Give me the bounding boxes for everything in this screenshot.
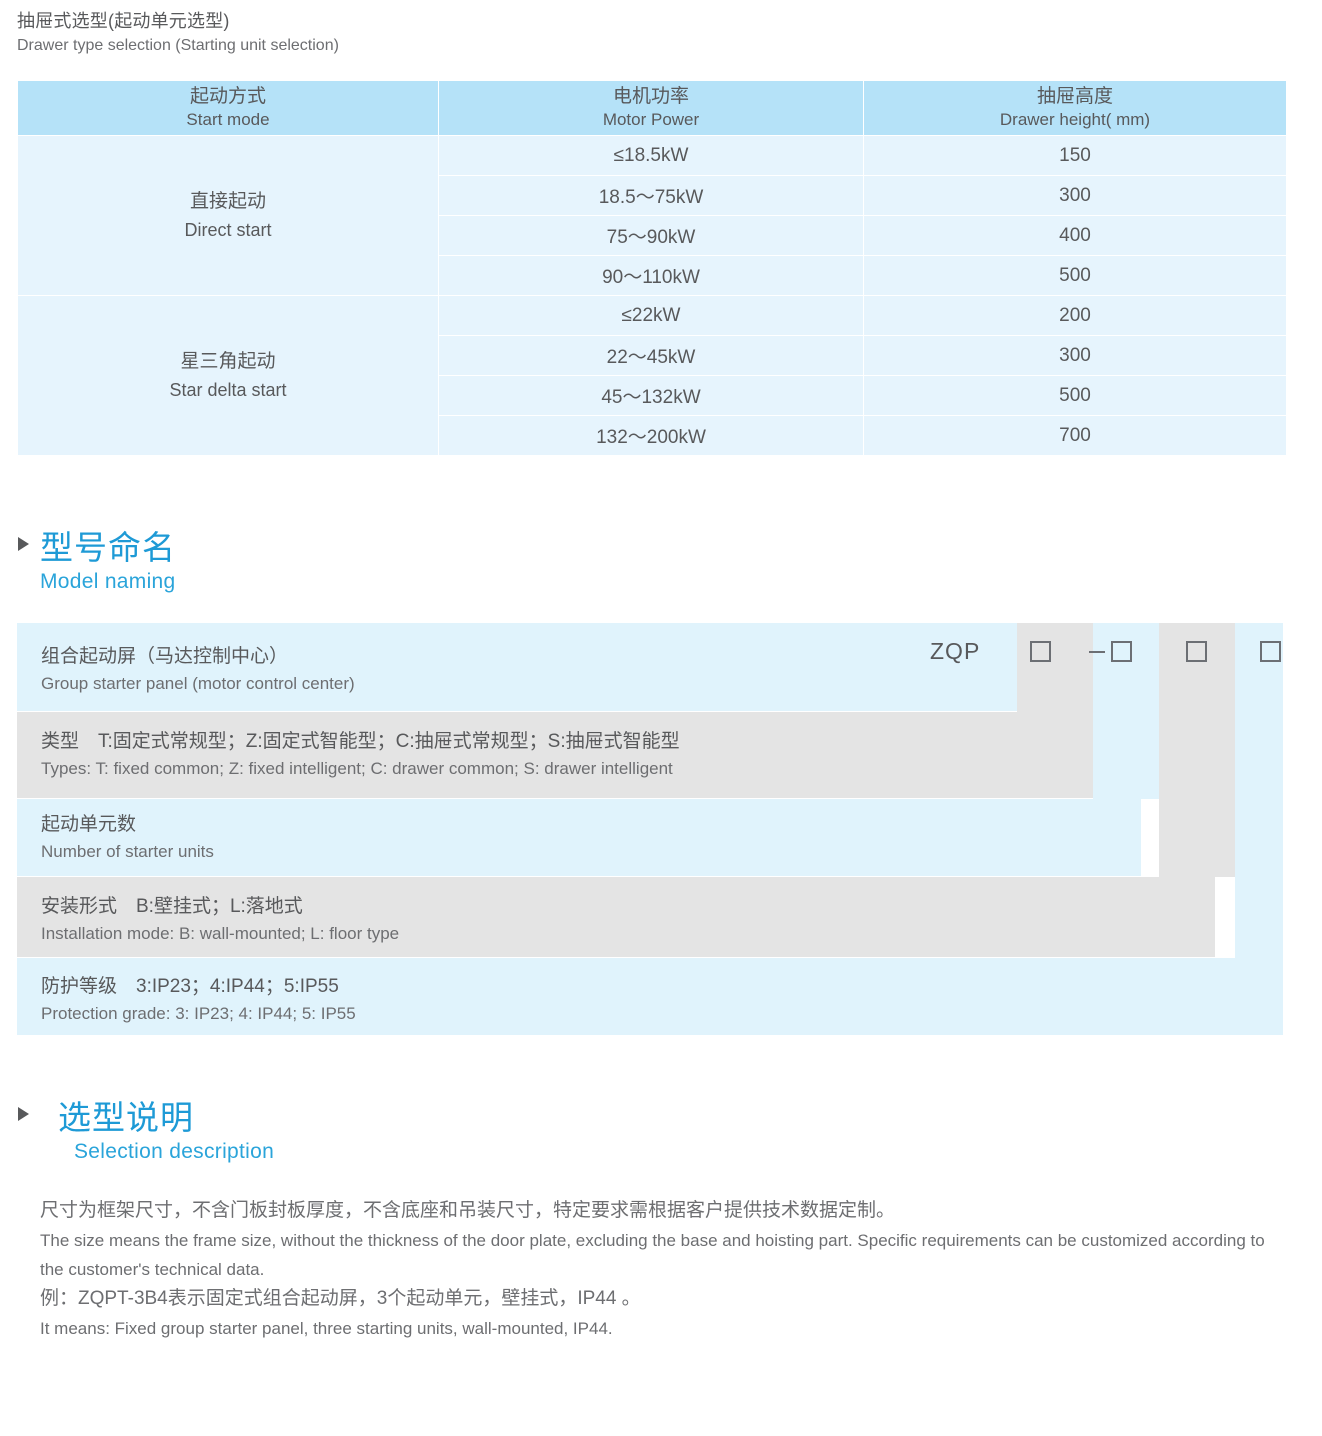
cell-motor-power: 18.5～75kW (439, 176, 863, 215)
model-naming-diagram: ZQP 组合起动屏（马达控制中心） Group starter panel (m… (17, 623, 1283, 1035)
group-label-cn: 直接起动 (189, 190, 266, 212)
naming-item-cn: 组合起动屏（马达控制中心） (41, 646, 289, 667)
table-row: 直接起动 Direct start ≤18.5kW 150 (18, 136, 1286, 295)
model-code-box-4 (1260, 641, 1281, 662)
table-row: 22～45kW 300 (18, 336, 1286, 375)
naming-column-band-5 (1235, 623, 1283, 958)
cell-drawer-height: 700 (864, 416, 1286, 455)
cell-motor-power: ≤22kW (439, 296, 863, 335)
table-header-drawer-height: 抽屉高度 Drawer height( mm) (864, 81, 1286, 135)
naming-item-en: Installation mode: B: wall-mounted; L: f… (41, 924, 400, 943)
header-cn: 抽屉高度 (1036, 86, 1113, 107)
cell-drawer-height: 150 (864, 136, 1286, 175)
naming-item-en: Types: T: fixed common; Z: fixed intelli… (41, 759, 673, 778)
header-cn: 起动方式 (189, 86, 266, 107)
table-row: 90～110kW 500 (18, 256, 1286, 295)
cell-motor-power: 90～110kW (439, 256, 863, 295)
intro-block: 抽屉式选型(起动单元选型) Drawer type selection (Sta… (17, 8, 917, 58)
cell-motor-power: 45～132kW (439, 376, 863, 415)
cell-motor-power: 22～45kW (439, 336, 863, 375)
desc-line1-cn: 尺寸为框架尺寸，不含门板封板厚度，不含底座和吊装尺寸，特定要求需根据客户提供技术… (40, 1200, 896, 1221)
cell-motor-power: 75～90kW (439, 216, 863, 255)
desc-line1-en: The size means the frame size, without t… (40, 1231, 1265, 1279)
header-en: Motor Power (602, 110, 700, 129)
naming-row-bg-5 (17, 958, 1283, 1035)
table-row: 星三角起动 Star delta start ≤22kW 200 (18, 296, 1286, 455)
group-label-en: Star delta start (169, 379, 287, 400)
naming-row-bg-2 (17, 712, 1251, 798)
model-code-box-2 (1111, 641, 1132, 662)
naming-row-bg-1 (17, 623, 1176, 711)
group-label-en: Direct start (184, 219, 272, 240)
intro-title-en: Drawer type selection (Starting unit sel… (17, 37, 339, 54)
naming-item-en: Protection grade: 3: IP23; 4: IP44; 5: I… (41, 1004, 356, 1023)
heading-en: Selection description (74, 1140, 275, 1163)
naming-item-4: 安装形式 B:壁挂式；L:落地式 Installation mode: B: w… (41, 893, 399, 947)
group-cell-star-delta-start: 星三角起动 Star delta start (18, 296, 438, 455)
naming-row-bg-4 (17, 877, 1215, 957)
naming-item-1: 组合起动屏（马达控制中心） Group starter panel (motor… (41, 643, 355, 697)
model-code-prefix: ZQP (930, 638, 981, 664)
table-header-motor-power: 电机功率 Motor Power (439, 81, 863, 135)
naming-item-cn: 防护等级 3:IP23；4:IP44；5:IP55 (41, 976, 339, 997)
intro-title-cn: 抽屉式选型(起动单元选型) (17, 11, 230, 31)
triangle-bullet-icon (18, 537, 29, 551)
cell-motor-power: ≤18.5kW (439, 136, 863, 175)
group-label-cn: 星三角起动 (180, 350, 276, 372)
cell-motor-power: 132～200kW (439, 416, 863, 455)
section-heading-model-naming: 型号命名 Model naming (18, 528, 418, 596)
section-heading-selection-description: 选型说明 Selection description (18, 1098, 478, 1166)
drawer-selection-table: 起动方式 Start mode 电机功率 Motor Power 抽屉高度 Dr… (17, 80, 1287, 456)
naming-item-2: 类型 T:固定式常规型；Z:固定式智能型；C:抽屉式常规型；S:抽屉式智能型 T… (41, 728, 680, 782)
naming-item-en: Group starter panel (motor control cente… (41, 674, 355, 693)
cell-drawer-height: 200 (864, 296, 1286, 335)
table-row: 132～200kW 700 (18, 416, 1286, 455)
heading-cn: 选型说明 (58, 1099, 194, 1136)
table-row: 75～90kW 400 (18, 216, 1286, 255)
naming-item-5: 防护等级 3:IP23；4:IP44；5:IP55 Protection gra… (41, 973, 356, 1027)
desc-line2-en: It means: Fixed group starter panel, thr… (40, 1319, 613, 1338)
table-row: 18.5～75kW 300 (18, 176, 1286, 215)
naming-column-band-4 (1159, 623, 1235, 877)
naming-item-cn: 类型 T:固定式常规型；Z:固定式智能型；C:抽屉式常规型；S:抽屉式智能型 (41, 731, 680, 752)
cell-drawer-height: 300 (864, 176, 1286, 215)
table-header-start-mode: 起动方式 Start mode (18, 81, 438, 135)
table-header-row: 起动方式 Start mode 电机功率 Motor Power 抽屉高度 Dr… (18, 81, 1286, 135)
naming-item-3: 起动单元数 Number of starter units (41, 811, 214, 865)
cell-drawer-height: 500 (864, 376, 1286, 415)
selection-description-body: 尺寸为框架尺寸，不含门板封板厚度，不含底座和吊装尺寸，特定要求需根据客户提供技术… (40, 1196, 1290, 1343)
group-cell-direct-start: 直接起动 Direct start (18, 136, 438, 295)
naming-item-cn: 安装形式 B:壁挂式；L:落地式 (41, 896, 303, 917)
header-en: Start mode (186, 110, 270, 129)
desc-line2-cn: 例：ZQPT-3B4表示固定式组合起动屏，3个起动单元，壁挂式，IP44 。 (40, 1288, 641, 1309)
model-code-box-3 (1186, 641, 1207, 662)
naming-row-bg-3 (17, 799, 1141, 876)
heading-cn: 型号命名 (40, 529, 176, 566)
model-code-box-1 (1030, 641, 1051, 662)
naming-item-cn: 起动单元数 (41, 814, 137, 835)
naming-column-band-2 (1017, 623, 1093, 712)
table-head: 起动方式 Start mode 电机功率 Motor Power 抽屉高度 Dr… (18, 81, 1286, 135)
table-body: 直接起动 Direct start ≤18.5kW 150 18.5～75kW … (18, 136, 1286, 455)
cell-drawer-height: 300 (864, 336, 1286, 375)
heading-en: Model naming (40, 570, 176, 593)
table-row: 45～132kW 500 (18, 376, 1286, 415)
cell-drawer-height: 400 (864, 216, 1286, 255)
cell-drawer-height: 500 (864, 256, 1286, 295)
triangle-bullet-icon (18, 1107, 29, 1121)
header-cn: 电机功率 (612, 86, 689, 107)
naming-item-en: Number of starter units (41, 842, 214, 861)
model-code-dash (1089, 651, 1105, 653)
header-en: Drawer height( mm) (999, 110, 1151, 129)
